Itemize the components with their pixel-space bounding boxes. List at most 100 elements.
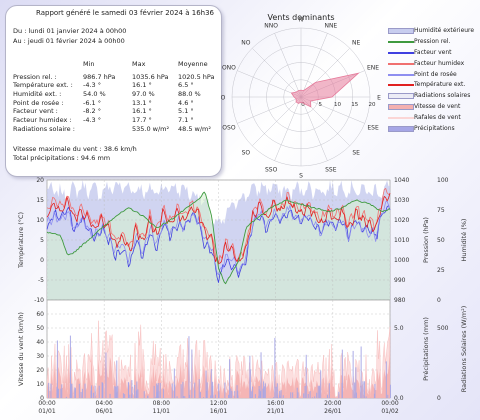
row-avg: 48.5 w/m² [178, 124, 211, 133]
rain-bar [260, 352, 262, 398]
row-max: 16.1 ° [132, 107, 152, 116]
stats-row: Point de rosée : -6.1 ° 13.1 ° 4.6 ° [13, 99, 223, 108]
rain-bar [309, 391, 311, 398]
rain-bar [65, 396, 67, 398]
pressure-tick-label: 1040 [394, 177, 409, 184]
rain-bar [205, 370, 207, 398]
rain-bar [254, 394, 256, 398]
legend-label: Précipitations [414, 125, 455, 133]
series-line [46, 187, 391, 265]
rain-bar [326, 394, 328, 398]
row-avg: 5.1 ° [178, 107, 194, 116]
x-tick-time: 16:00 [267, 400, 284, 407]
rain-bar [320, 370, 322, 398]
row-max: 13.1 ° [132, 98, 152, 107]
pressure-area [47, 192, 390, 300]
legend-label: Facteur humidex [414, 59, 465, 67]
rain-bar [314, 396, 316, 398]
rain-bar [92, 392, 94, 398]
rain-bar [354, 382, 356, 398]
rain-bar [157, 385, 159, 398]
rain-bar [218, 383, 220, 398]
rain-bar [91, 385, 93, 398]
stats-row: Humidité ext. : 54.0 % 97.0 % 88.0 % [13, 90, 223, 99]
legend-label: Pression rel. [414, 37, 451, 45]
humidity-tick-label: 25 [437, 267, 445, 274]
rain-bar [262, 388, 264, 398]
rose-direction-label: O [221, 95, 226, 102]
wind-tick-label: 30 [36, 353, 44, 360]
pressure-axis-label: Pression (hPa) [422, 217, 430, 263]
rain-bar [352, 350, 354, 398]
rain-bar [214, 394, 216, 398]
rose-radial-tick: 15 [351, 102, 358, 108]
series-line [46, 192, 391, 264]
humidity-tick-label: 50 [437, 237, 445, 244]
rain-bar [137, 389, 139, 398]
report-title: Rapport généré le samedi 03 février 2024… [36, 9, 215, 17]
legend-item: Rafales de vent [388, 113, 476, 124]
x-tick-date: 01/02 [381, 408, 398, 415]
rain-bar [365, 396, 367, 398]
legend-label: Température ext. [414, 81, 466, 89]
row-max: 535.0 w/m² [132, 124, 170, 133]
rain-bar [159, 391, 161, 398]
rain-bar [249, 355, 251, 398]
stats-row: Radiations solaire : 535.0 w/m² 48.5 w/m² [13, 125, 223, 134]
pressure-tick-label: 1020 [394, 217, 409, 224]
rain-bar [237, 395, 239, 398]
stats-table: Min Max Moyenne Pression rel. : 986.7 hPa… [13, 60, 223, 134]
rain-bar [182, 381, 184, 398]
rain-bar [263, 381, 265, 398]
rose-spoke [252, 48, 302, 98]
legend-item: Pression rel. [388, 37, 476, 48]
header-avg: Moyenne [178, 60, 208, 68]
temp-tick-label: 5 [40, 237, 44, 244]
rose-direction-label: NNO [264, 22, 278, 29]
rain-bar [214, 397, 216, 398]
x-tick-time: 12:00 [210, 400, 227, 407]
x-tick-date: 01/01 [38, 408, 55, 415]
legend-swatch [388, 84, 414, 87]
legend-label: Point de rosée [414, 70, 457, 78]
legend-swatch [388, 51, 414, 54]
rose-spoke [300, 96, 365, 124]
rain-bar [355, 392, 357, 398]
rain-bar [157, 390, 159, 398]
rain-bar [258, 389, 260, 398]
rain-bar [234, 390, 236, 398]
rain-tick-label: 5.0 [394, 325, 404, 332]
rain-bar [210, 369, 212, 398]
legend-swatch [388, 104, 414, 111]
rain-bar [176, 396, 178, 398]
rain-bar [198, 379, 200, 398]
rain-bar [206, 391, 208, 398]
wind-plot-area [46, 299, 391, 399]
series-line [46, 200, 391, 276]
rain-bar [90, 390, 92, 398]
rain-bar [101, 382, 103, 398]
rain-bar [229, 359, 231, 398]
rain-bar [206, 382, 208, 398]
rain-bar [70, 383, 72, 398]
temp-tick-label: 10 [36, 217, 44, 224]
rain-bar [303, 393, 305, 398]
rain-bar [156, 392, 158, 398]
legend-swatch [388, 117, 414, 120]
rain-bar [279, 395, 281, 398]
legend-swatch [388, 40, 414, 43]
rain-bar [131, 380, 133, 398]
rain-bar [143, 391, 145, 398]
rain-bar [81, 388, 83, 398]
rain-bar [237, 390, 239, 398]
rose-direction-label: ENE [367, 65, 379, 72]
rain-bar [50, 383, 52, 398]
rain-bar [98, 385, 100, 398]
rain-bar [251, 391, 253, 398]
rain-bar [156, 383, 158, 398]
rain-bar [69, 335, 71, 398]
rain-bar [341, 349, 343, 398]
rain-bar [304, 386, 306, 398]
wind-rose-title: Vents dominants [267, 13, 334, 22]
rain-bar [249, 369, 251, 398]
